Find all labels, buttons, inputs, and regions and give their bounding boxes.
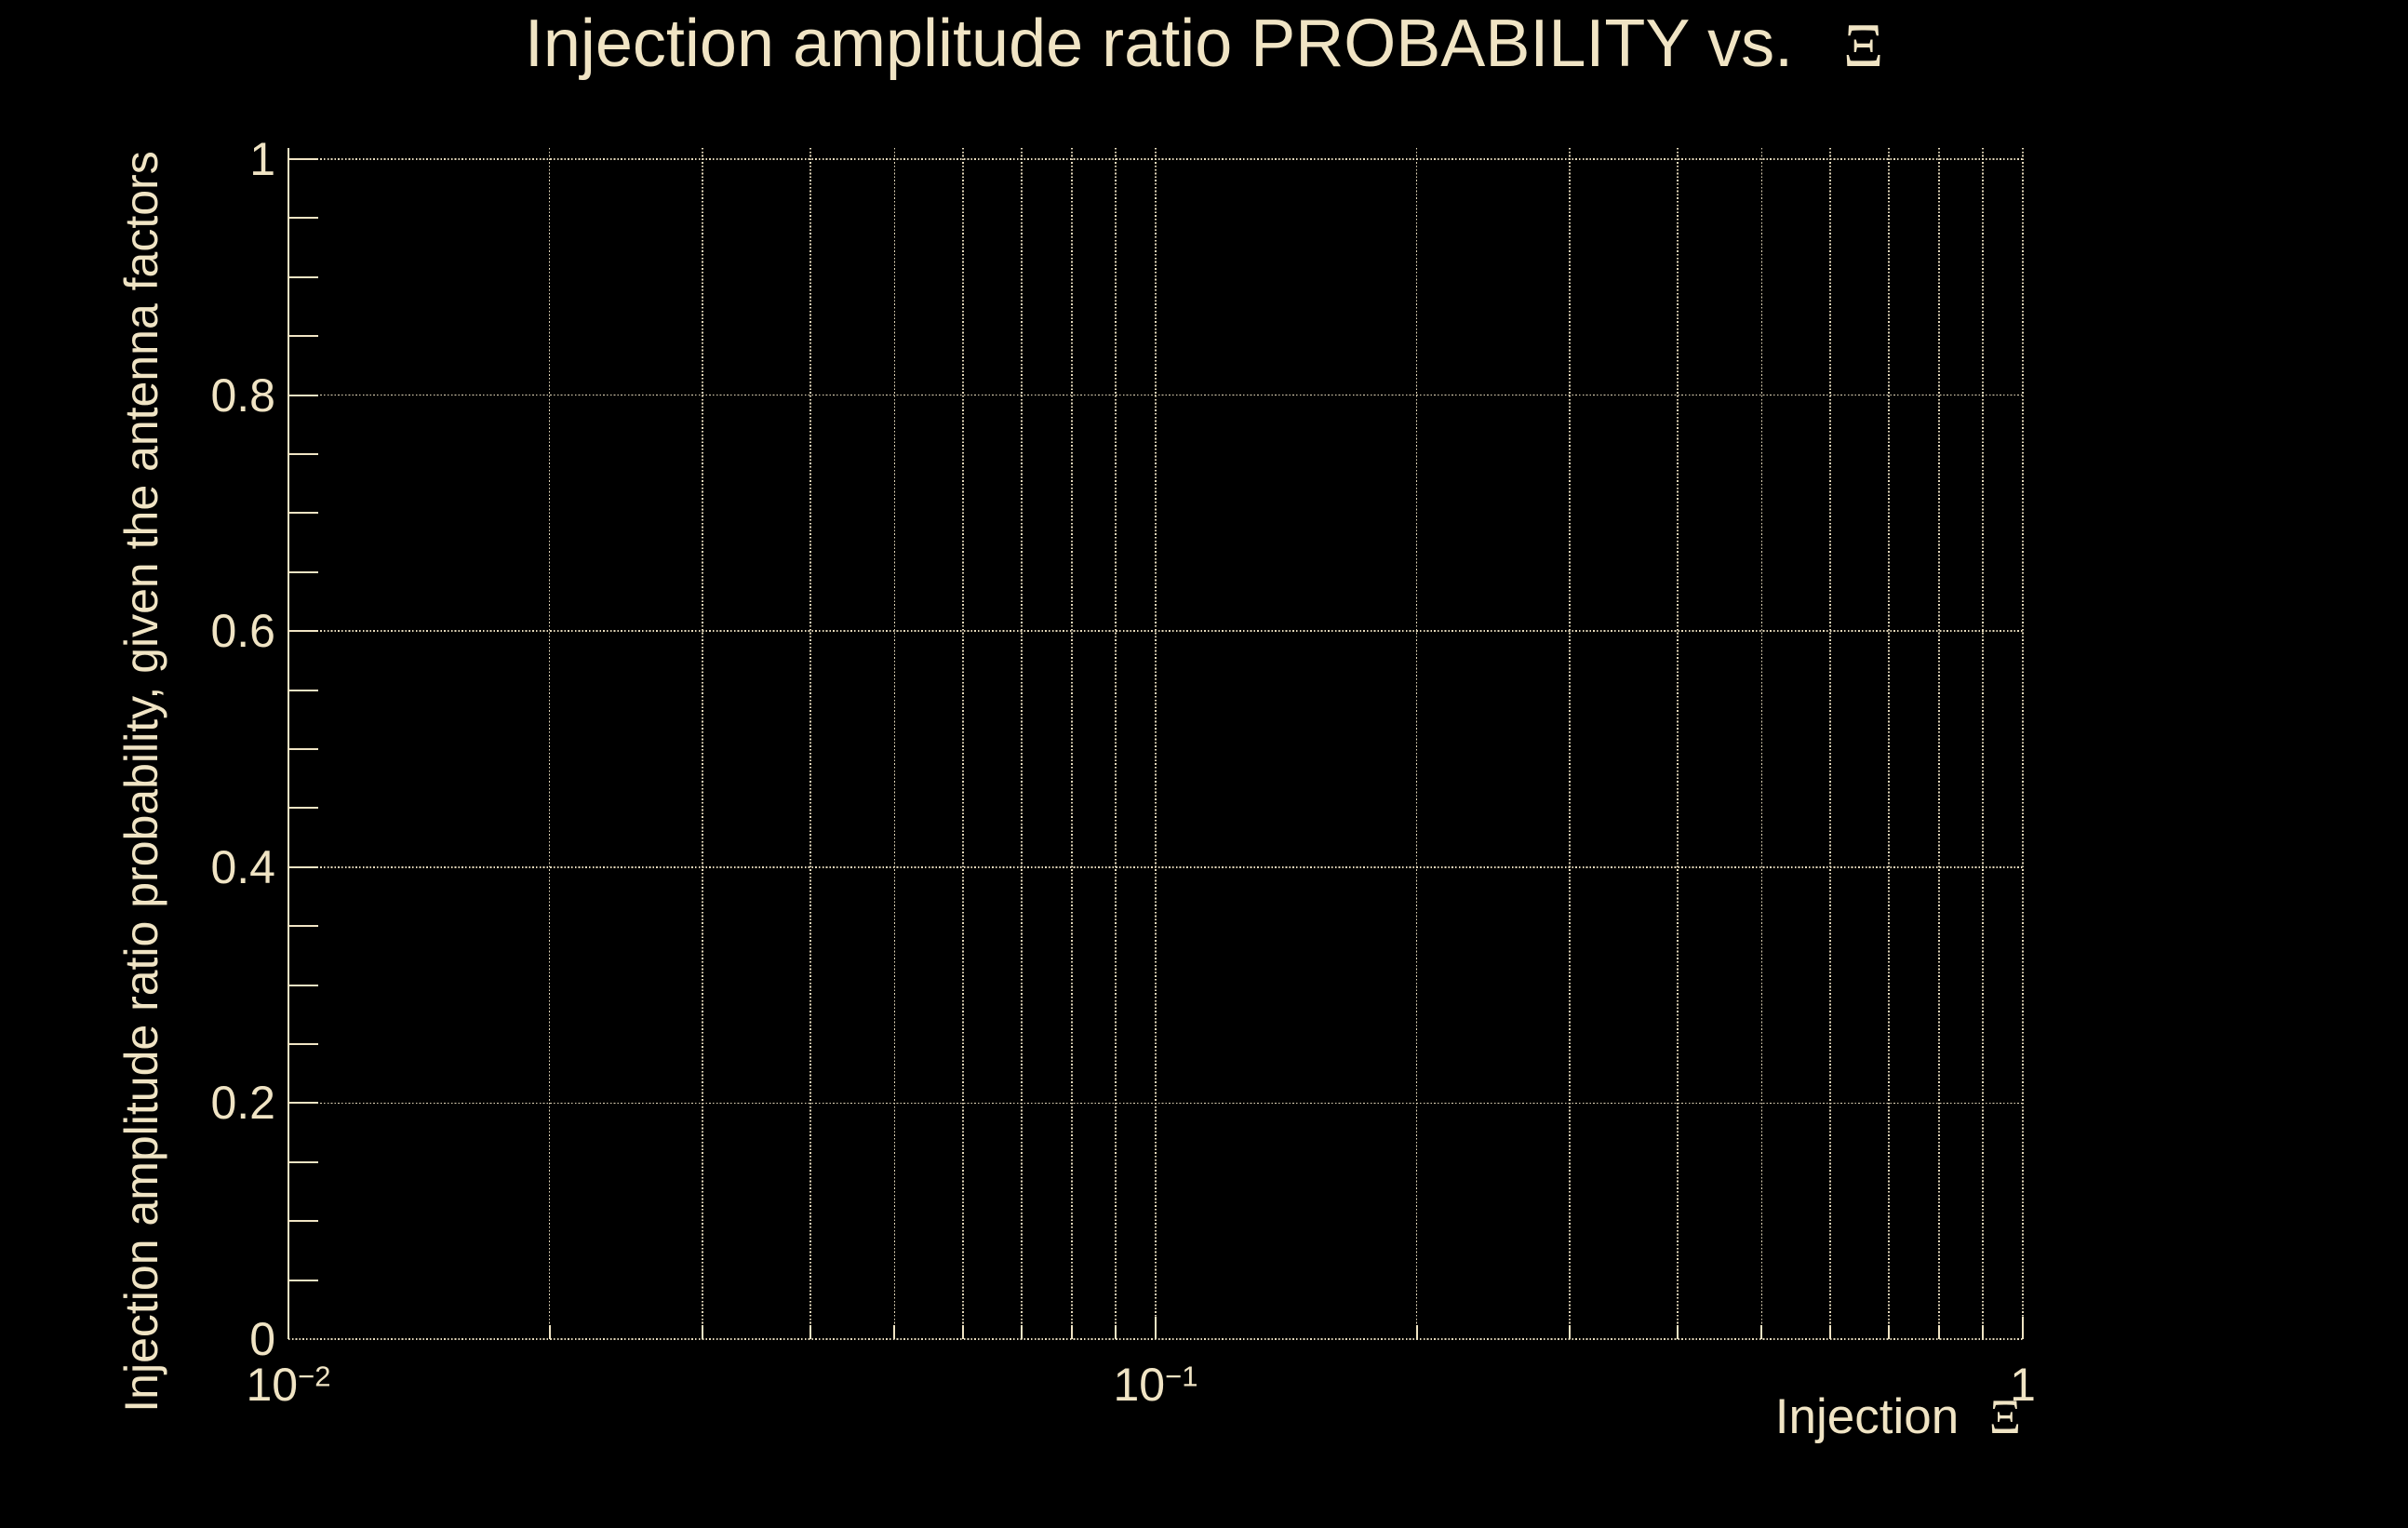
x-axis-tick: [962, 1325, 965, 1339]
y-axis-tick: [288, 1160, 318, 1163]
x-gridline: [1937, 148, 1940, 1339]
x-axis-tick: [809, 1325, 812, 1339]
y-axis-tick: [288, 158, 318, 160]
x-axis-tick: [1020, 1325, 1023, 1339]
x-gridline: [1568, 148, 1571, 1339]
y-tick-label: 0.2: [210, 1077, 275, 1130]
y-axis-tick: [288, 335, 318, 338]
y-axis-tick: [288, 394, 318, 396]
x-tick-label: 1: [1883, 1361, 2162, 1408]
y-axis-tick: [288, 925, 318, 928]
x-gridline: [1677, 148, 1679, 1339]
x-axis-tick: [1887, 1325, 1890, 1339]
x-axis-tick: [1155, 1317, 1157, 1339]
x-axis-title-text: Injection: [1774, 1389, 1960, 1444]
x-gridline: [809, 148, 812, 1339]
x-gridline: [1020, 148, 1023, 1339]
y-axis-tick: [288, 570, 318, 573]
y-tick-label: 1: [249, 133, 275, 185]
x-axis-tick: [893, 1325, 896, 1339]
x-gridline: [2022, 148, 2024, 1339]
x-axis-title: Injection Ξ: [1649, 1389, 2021, 1444]
x-gridline: [701, 148, 703, 1339]
y-axis-tick: [288, 630, 318, 633]
x-axis-tick: [1677, 1325, 1679, 1339]
x-tick-label-base: 10: [246, 1359, 299, 1411]
x-gridline: [1829, 148, 1832, 1339]
y-axis-tick: [288, 689, 318, 691]
x-axis-tick: [1829, 1325, 1832, 1339]
x-gridline: [1115, 148, 1117, 1339]
x-gridline: [1982, 148, 1985, 1339]
x-tick-label-exponent: −1: [1165, 1360, 1198, 1393]
x-gridline: [1070, 148, 1073, 1339]
x-axis-tick: [1937, 1325, 1940, 1339]
y-axis-tick: [288, 807, 318, 810]
plot-frame: [288, 148, 2024, 1340]
y-axis-title-text: Injection amplitude ratio probability, g…: [115, 151, 167, 1413]
y-axis-tick: [288, 1220, 318, 1223]
y-axis-tick: [288, 453, 318, 455]
x-tick-label-base: 10: [1113, 1359, 1166, 1411]
y-tick-label: 0.8: [210, 369, 275, 422]
y-axis-tick: [288, 217, 318, 220]
xi-symbol: Ξ: [1988, 1390, 2021, 1444]
x-tick-label: 10−1: [1016, 1361, 1295, 1408]
x-axis-tick: [1415, 1325, 1418, 1339]
plot-canvas: Injection amplitude ratio PROBABILITY vs…: [0, 7, 2408, 1444]
x-axis-tick: [701, 1325, 703, 1339]
y-axis-title: Injection amplitude ratio probability, g…: [115, 35, 167, 1528]
x-axis-tick: [1115, 1325, 1117, 1339]
x-gridline: [962, 148, 965, 1339]
y-tick-label: 0: [249, 1313, 275, 1365]
xi-symbol: Ξ: [1843, 11, 1884, 80]
y-axis-tick: [288, 1279, 318, 1281]
y-tick-label: 0.6: [210, 605, 275, 658]
y-axis-tick: [288, 1043, 318, 1045]
chart-title: Injection amplitude ratio PROBABILITY vs…: [0, 7, 2408, 82]
x-gridline: [1760, 148, 1763, 1339]
x-axis-tick: [1568, 1325, 1571, 1339]
x-gridline: [548, 148, 551, 1339]
y-axis-tick: [288, 865, 318, 868]
x-axis-tick: [1982, 1325, 1985, 1339]
y-axis-tick: [288, 512, 318, 515]
x-tick-label-base: 1: [2010, 1359, 2036, 1411]
y-tick-label: 0.4: [210, 840, 275, 893]
x-gridline: [893, 148, 896, 1339]
y-axis-tick: [288, 1102, 318, 1105]
y-axis-tick: [288, 275, 318, 278]
x-axis-tick: [548, 1325, 551, 1339]
x-axis-tick: [1760, 1325, 1763, 1339]
y-axis-line: [288, 148, 289, 1339]
y-axis-tick: [288, 748, 318, 750]
x-gridline: [1155, 148, 1157, 1339]
y-axis-tick: [288, 984, 318, 986]
x-tick-label: 10−2: [149, 1361, 428, 1408]
x-tick-label-exponent: −2: [298, 1360, 331, 1393]
x-gridline: [1415, 148, 1418, 1339]
chart-title-text: Injection amplitude ratio PROBABILITY vs…: [524, 7, 1794, 81]
x-axis-tick: [1070, 1325, 1073, 1339]
x-gridline: [1887, 148, 1890, 1339]
x-axis-tick: [2022, 1317, 2024, 1339]
